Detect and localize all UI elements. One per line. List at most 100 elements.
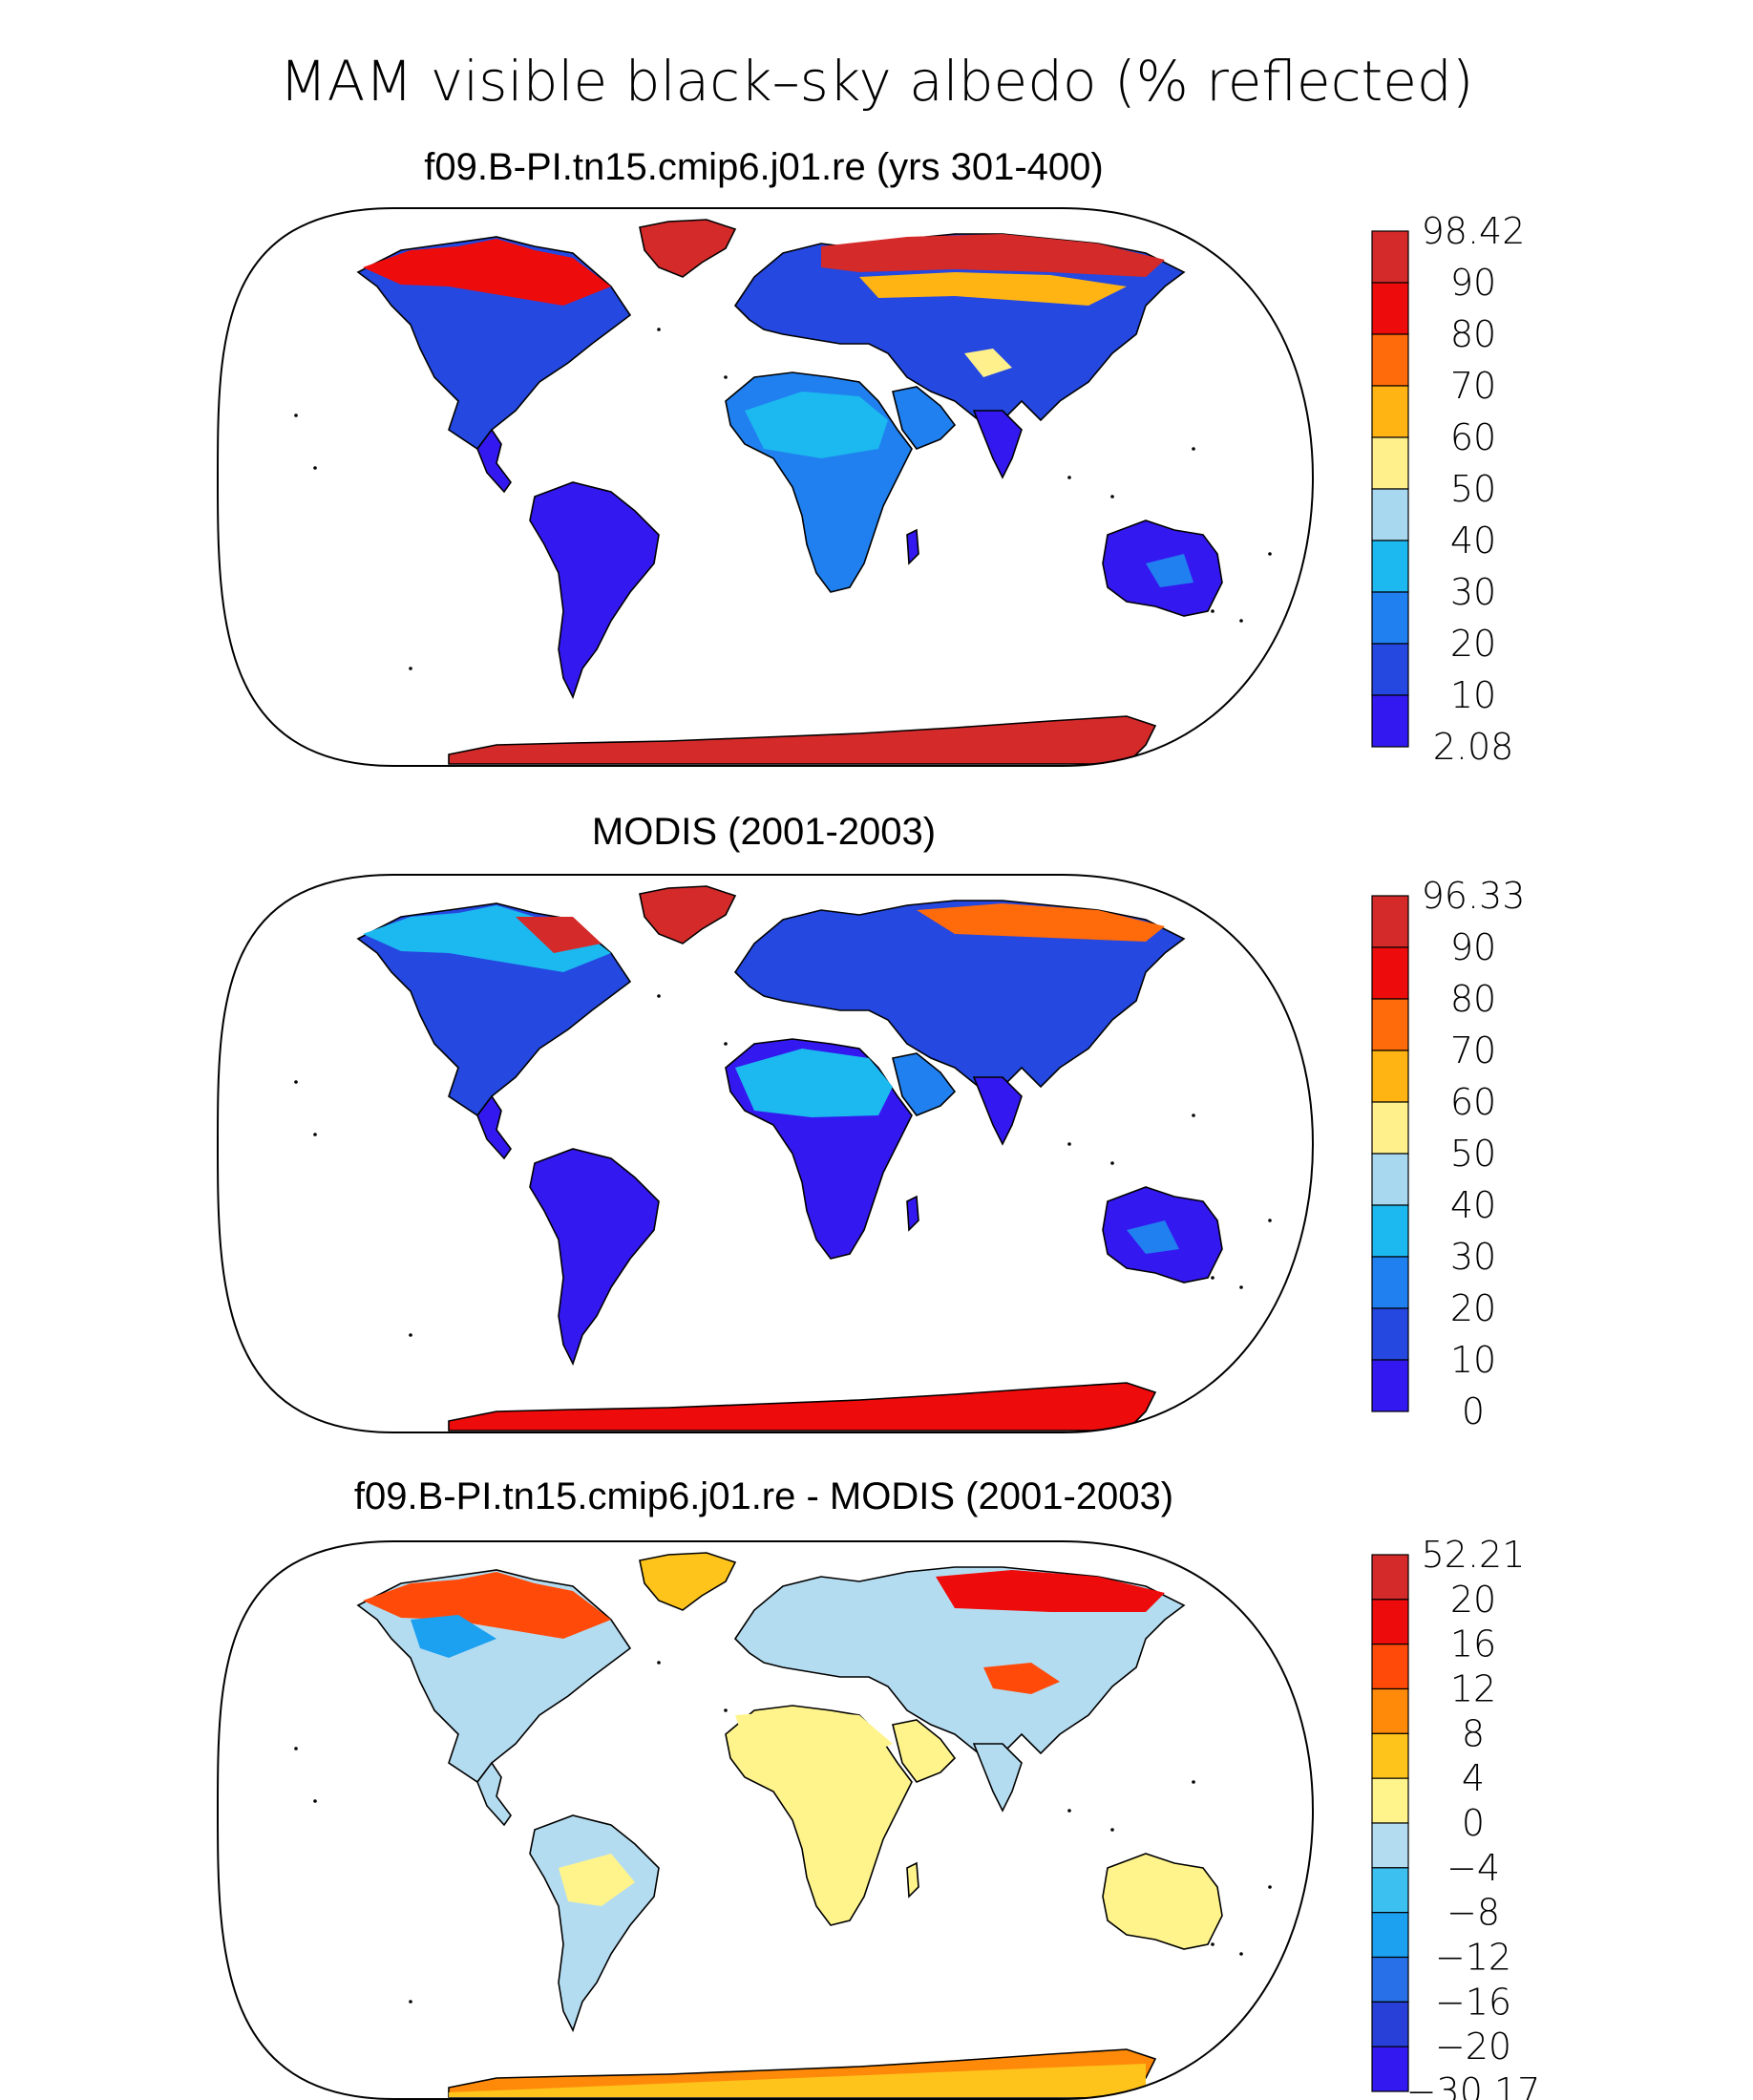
island-mark [294,1080,298,1084]
island-mark [1067,1809,1071,1813]
albedo-zone [745,392,888,458]
albedo-zone [964,349,1012,377]
colorbar-tick-label: 20 [1450,1287,1496,1329]
island-mark [1110,495,1114,498]
island-mark [724,1708,728,1712]
colorbar-segment [1371,540,1409,593]
island-mark [1192,447,1195,451]
map-model [294,219,1272,765]
island-mark [313,1133,317,1136]
albedo-zone [936,1570,1165,1612]
island-mark [313,466,317,470]
island-mark [409,1333,412,1337]
land-centam [476,1094,512,1160]
island-mark [409,667,412,670]
island-mark [657,328,661,331]
albedo-zone [449,2064,1146,2097]
land-madagascar [906,1861,919,1898]
colorbar-tick-label: 50 [1450,1133,1496,1175]
colorbar-segment [1371,1777,1409,1824]
map-panel-modis: MODIS (2001-2003) 96.33 90 80 70 60 50 40 30 20 1… [216,811,1526,1433]
colorbar-tick-label: −20 [1435,2026,1511,2068]
colorbar-tick-label: 40 [1450,520,1496,562]
island-mark [1268,1219,1272,1222]
map-panel-difference: f09.B-PI.tn15.cmip6.j01.re - MODIS (2001… [216,1475,1540,2100]
colorbar-tick-label: 60 [1450,1081,1496,1123]
island-mark [1268,552,1272,556]
colorbar-segment [1371,1307,1409,1361]
land-samerica [529,1814,660,2033]
colorbar-segment [1371,333,1409,387]
island-mark [294,414,298,417]
colorbar-segment [1371,1644,1409,1690]
colorbar-segment [1371,1050,1409,1103]
island-mark [1110,1161,1114,1165]
island-mark [1239,1285,1243,1289]
island-mark [1110,1828,1114,1832]
colorbar-segment [1371,1153,1409,1206]
colorbar-tick-label: 96.33 [1422,875,1526,917]
island-mark [1067,1142,1071,1146]
colorbar-tick-label: 50 [1450,468,1496,510]
albedo-zone [1127,1220,1179,1254]
colorbar-tick-label: 20 [1450,1579,1496,1621]
colorbar-tick-label: 40 [1450,1184,1496,1226]
island-mark [409,2000,412,2004]
island-mark [1211,609,1214,613]
colorbar-tick-label: 20 [1450,623,1496,665]
land-antarctica [448,715,1157,765]
colorbar-segment [1371,1256,1409,1309]
island-mark [1192,1780,1195,1784]
colorbar-tick-label: −4 [1447,1847,1500,1889]
land-india [972,1076,1023,1146]
land-greenland [639,1552,737,1611]
island-mark [1239,619,1243,623]
colorbar-segment [1371,1867,1409,1914]
land-madagascar [906,528,919,565]
colorbar-segment [1371,1687,1409,1734]
colorbar-tick-label: 52.21 [1422,1534,1526,1576]
colorbar-segment [1371,998,1409,1051]
colorbar-segment [1371,1359,1409,1412]
albedo-zone [363,1572,611,1639]
albedo-zone [735,1710,893,1758]
colorbar-modis: 96.33 90 80 70 60 50 40 30 20 10 0 [1371,875,1526,1432]
colorbar-segment [1371,895,1409,948]
island-mark [657,1661,661,1665]
colorbar-segment [1371,385,1409,438]
land-centam [476,1761,512,1827]
map-boundary-model [216,207,1315,767]
island-mark [294,1747,298,1750]
albedo-zone [1146,554,1193,587]
colorbar-tick-label: 30 [1450,571,1496,613]
land-madagascar [906,1195,919,1232]
albedo-zone [735,1049,893,1117]
colorbar-tick-label: 90 [1450,926,1496,968]
albedo-zone [559,1854,635,1906]
albedo-zone [859,272,1127,306]
colorbar-segment [1371,488,1409,541]
colorbar-tick-label: −12 [1435,1937,1511,1979]
colorbar-segment [1371,2001,1409,2047]
land-australia [1102,1853,1223,1950]
colorbar-tick-label: 0 [1462,1802,1485,1844]
albedo-zone [821,234,1165,277]
colorbar-tick-label: 70 [1450,365,1496,407]
panel-title-model: f09.B-PI.tn15.cmip6.j01.re (yrs 301-400) [424,146,1103,188]
land-india [972,410,1023,479]
colorbar-tick-label: 12 [1450,1668,1496,1710]
map-modis [294,885,1272,1432]
land-samerica [529,1148,660,1367]
colorbar-tick-label: 4 [1462,1757,1485,1799]
panel-title-modis: MODIS (2001-2003) [592,811,936,853]
island-mark [1211,1276,1214,1280]
colorbar-segment [1371,2046,1409,2092]
land-greenland [639,885,737,944]
colorbar-segment [1371,694,1409,748]
albedo-zone [516,917,602,953]
map-boundary-difference [216,1540,1315,2100]
colorbar-tick-label: −8 [1447,1892,1500,1934]
colorbar-tick-label: 60 [1450,416,1496,458]
map-boundary-modis [216,874,1315,1433]
